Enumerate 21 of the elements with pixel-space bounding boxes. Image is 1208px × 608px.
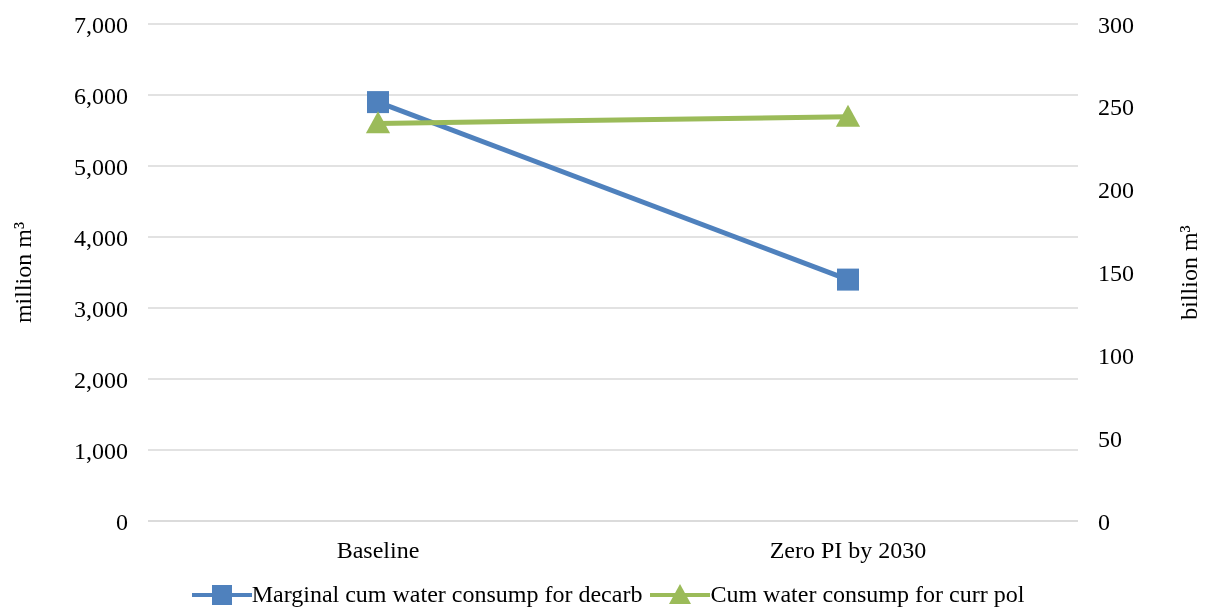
y2-tick-label: 0 xyxy=(1098,508,1110,535)
y-tick-label: 4,000 xyxy=(74,224,128,251)
y2-tick-label: 200 xyxy=(1098,177,1134,204)
legend-label: Marginal cum water consump for decarb xyxy=(251,581,643,608)
y2-tick-label: 300 xyxy=(1098,11,1134,38)
y2-tick-label: 100 xyxy=(1098,342,1134,369)
y-tick-label: 1,000 xyxy=(74,437,128,464)
y-tick-label: 6,000 xyxy=(74,82,128,109)
x-tick-label: Baseline xyxy=(336,537,420,564)
y2-tick-label: 150 xyxy=(1098,260,1134,287)
y-tick-label: 2,000 xyxy=(74,366,128,393)
y-tick-label: 5,000 xyxy=(74,153,128,180)
y2-tick-label: 250 xyxy=(1098,94,1134,121)
x-tick-label: Zero PI by 2030 xyxy=(769,537,927,564)
legend-label: Cum water consump for curr pol xyxy=(710,581,1025,608)
y2-axis-title: billion m³ xyxy=(1175,225,1202,320)
y-axis-title: million m³ xyxy=(9,221,36,324)
y-tick-label: 0 xyxy=(116,508,128,535)
y-tick-label: 7,000 xyxy=(74,11,128,38)
y2-tick-label: 50 xyxy=(1098,425,1122,452)
y-tick-label: 3,000 xyxy=(74,295,128,322)
